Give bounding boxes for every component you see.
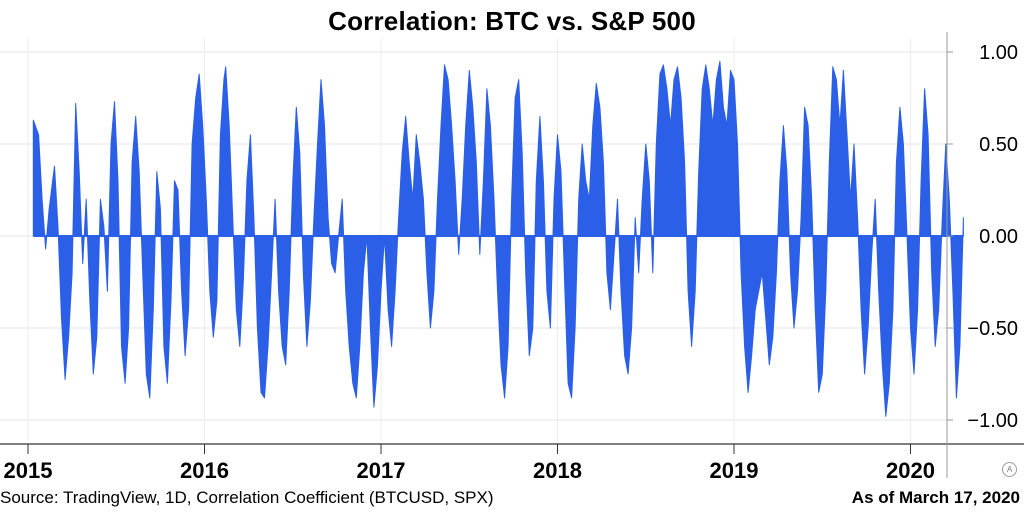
y-tick-labels: 1.00 0.50 0.00 −0.50 −1.00 xyxy=(967,42,1018,432)
y-tick-label: 0.50 xyxy=(979,134,1018,156)
x-tick-label: 2020 xyxy=(886,458,935,483)
correlation-area xyxy=(32,60,964,417)
as-of-date: As of March 17, 2020 xyxy=(851,488,1020,507)
x-tick-label: 2017 xyxy=(357,458,406,483)
source-note: Source: TradingView, 1D, Correlation Coe… xyxy=(0,488,494,507)
x-tick-label: 2019 xyxy=(710,458,759,483)
y-tick-label: 1.00 xyxy=(979,42,1018,64)
chart-title: Correlation: BTC vs. S&P 500 xyxy=(328,6,696,36)
x-tick-label: 2015 xyxy=(4,458,53,483)
publisher-logo-icon: A xyxy=(1002,462,1017,477)
y-tick-label: −1.00 xyxy=(967,410,1018,432)
x-tick-labels: 2015 2016 2017 2018 2019 2020 xyxy=(4,458,935,483)
x-tick-label: 2018 xyxy=(533,458,582,483)
x-tick-label: 2016 xyxy=(180,458,229,483)
y-tick-label: −0.50 xyxy=(967,318,1018,340)
y-tick-label: 0.00 xyxy=(979,226,1018,248)
correlation-series xyxy=(32,60,964,417)
axes xyxy=(0,32,1024,478)
